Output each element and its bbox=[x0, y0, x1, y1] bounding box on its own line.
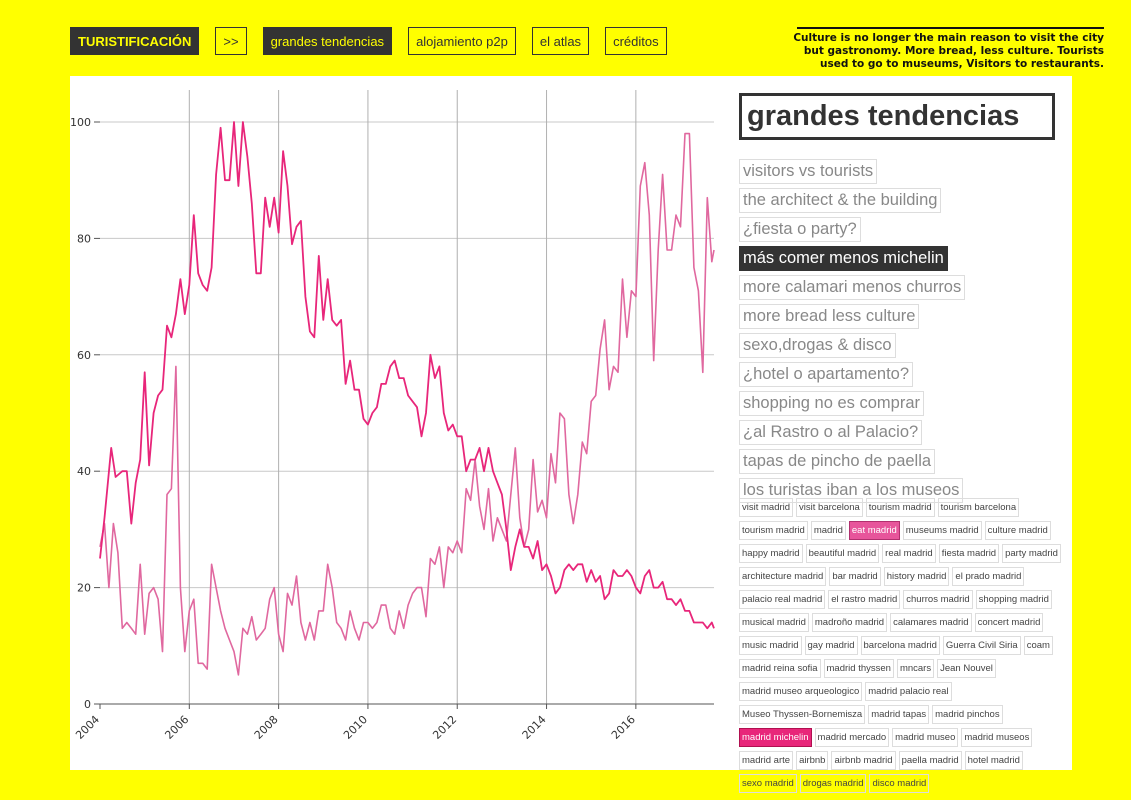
tag-item[interactable]: culture madrid bbox=[984, 521, 1051, 540]
main-panel: 0 20 40 60 80 100 2004 2006 2008 2010 2012 2014 2016… bbox=[70, 76, 1072, 793]
tag-item[interactable]: madrid mercado bbox=[814, 728, 890, 747]
brand-button[interactable]: TURISTIFICACIÓN bbox=[70, 27, 200, 55]
x-tick-label: 2016 bbox=[609, 713, 638, 742]
tag-cloud: visit madrid visit barcelona tourism madri… bbox=[739, 498, 1069, 793]
headline-quote: Culture is no longer the main reason to … bbox=[793, 32, 1104, 70]
topic-item[interactable]: the architect & the building bbox=[739, 188, 942, 213]
tag-item[interactable]: happy madrid bbox=[739, 544, 803, 563]
tag-item[interactable]: visit barcelona bbox=[796, 498, 863, 517]
topic-item[interactable]: visitors vs tourists bbox=[739, 159, 878, 184]
topic-item[interactable]: los turistas iban a los museos bbox=[739, 478, 964, 503]
tag-item[interactable]: madroño madrid bbox=[811, 613, 888, 632]
x-tick-label: 2010 bbox=[341, 713, 370, 742]
y-tick-label: 0 bbox=[84, 698, 91, 711]
tag-item[interactable]: tourism madrid bbox=[865, 498, 935, 517]
tag-item[interactable]: madrid bbox=[810, 521, 846, 540]
tag-item[interactable]: beautiful madrid bbox=[805, 544, 880, 563]
tag-item[interactable]: madrid palacio real bbox=[865, 682, 952, 701]
x-tick-label: 2012 bbox=[430, 713, 459, 742]
nav-creditos[interactable]: créditos bbox=[605, 27, 667, 55]
y-tick-label: 80 bbox=[77, 232, 91, 245]
nav-el-atlas[interactable]: el atlas bbox=[531, 27, 590, 55]
tag-item[interactable]: museums madrid bbox=[902, 521, 982, 540]
tag-item[interactable]: Guerra Civil Siria bbox=[942, 636, 1021, 655]
tag-item[interactable]: madrid museos bbox=[961, 728, 1033, 747]
topic-item[interactable]: ¿hotel o apartamento? bbox=[739, 362, 914, 387]
tag-item[interactable]: barcelona madrid bbox=[860, 636, 940, 655]
tag-item[interactable]: madrid thyssen bbox=[823, 659, 894, 678]
nav-grandes-tendencias[interactable]: grandes tendencias bbox=[262, 27, 393, 55]
topic-item[interactable]: ¿al Rastro o al Palacio? bbox=[739, 420, 923, 445]
tag-item[interactable]: musical madrid bbox=[739, 613, 809, 632]
tag-item[interactable]: el rastro madrid bbox=[828, 590, 901, 609]
tag-item[interactable]: madrid michelin bbox=[739, 728, 812, 747]
nav-alojamiento-p2p[interactable]: alojamiento p2p bbox=[408, 27, 516, 55]
quote-divider bbox=[797, 27, 1104, 29]
tag-item[interactable]: airbnb madrid bbox=[831, 751, 896, 770]
series-line-red bbox=[99, 121, 715, 630]
tag-item[interactable]: airbnb bbox=[796, 751, 829, 770]
tag-item[interactable]: coam bbox=[1023, 636, 1053, 655]
tag-item[interactable]: palacio real madrid bbox=[739, 590, 826, 609]
y-tick-label: 60 bbox=[77, 349, 91, 362]
y-tick-label: 40 bbox=[77, 465, 91, 478]
topic-item[interactable]: ¿fiesta o party? bbox=[739, 217, 861, 242]
tag-item[interactable]: Jean Nouvel bbox=[937, 659, 996, 678]
tag-item[interactable]: real madrid bbox=[882, 544, 936, 563]
tag-item[interactable]: shopping madrid bbox=[975, 590, 1052, 609]
tag-item[interactable]: Museo Thyssen-Bornemisza bbox=[739, 705, 866, 724]
tag-item[interactable]: bar madrid bbox=[829, 567, 881, 586]
tag-item[interactable]: mncars bbox=[896, 659, 935, 678]
section-title: grandes tendencias bbox=[739, 93, 1055, 140]
x-tick-label: 2006 bbox=[162, 713, 191, 742]
tag-item[interactable]: party madrid bbox=[1002, 544, 1061, 563]
top-nav: TURISTIFICACIÓN >> grandes tendencias al… bbox=[70, 27, 667, 55]
tag-item[interactable]: history madrid bbox=[883, 567, 950, 586]
topic-item[interactable]: more calamari menos churros bbox=[739, 275, 966, 300]
tag-item[interactable]: churros madrid bbox=[903, 590, 973, 609]
tag-item[interactable]: madrid reina sofia bbox=[739, 659, 821, 678]
series-line-pink bbox=[99, 132, 715, 676]
tag-item[interactable]: gay madrid bbox=[804, 636, 858, 655]
tag-item[interactable]: madrid museo arqueologico bbox=[739, 682, 863, 701]
tag-item[interactable]: el prado madrid bbox=[952, 567, 1025, 586]
tag-item[interactable]: madrid arte bbox=[739, 751, 794, 770]
tag-item[interactable]: disco madrid bbox=[869, 774, 930, 793]
tag-item[interactable]: madrid pinchos bbox=[932, 705, 1003, 724]
tag-item[interactable]: tourism barcelona bbox=[937, 498, 1020, 517]
topic-item[interactable]: shopping no es comprar bbox=[739, 391, 925, 416]
x-tick-label: 2008 bbox=[252, 713, 281, 742]
topic-item[interactable]: sexo,drogas & disco bbox=[739, 333, 896, 358]
topic-item[interactable]: más comer menos michelin bbox=[739, 246, 948, 271]
topic-list: visitors vs tourists the architect & the … bbox=[739, 159, 1069, 507]
tag-item[interactable]: music madrid bbox=[739, 636, 802, 655]
tag-item[interactable]: visit madrid bbox=[739, 498, 794, 517]
tag-item[interactable]: hotel madrid bbox=[964, 751, 1023, 770]
tag-item[interactable]: sexo madrid bbox=[739, 774, 797, 793]
tag-item[interactable]: eat madrid bbox=[848, 521, 900, 540]
trend-chart: 0 20 40 60 80 100 2004 2006 2008 2010 2012 2014 2016 bbox=[70, 90, 715, 742]
y-tick-label: 20 bbox=[77, 582, 91, 595]
tag-item[interactable]: drogas madrid bbox=[799, 774, 867, 793]
tag-item[interactable]: tourism madrid bbox=[739, 521, 808, 540]
next-arrow-button[interactable]: >> bbox=[215, 27, 247, 55]
topic-item[interactable]: more bread less culture bbox=[739, 304, 920, 329]
tag-item[interactable]: architecture madrid bbox=[739, 567, 827, 586]
y-tick-label: 100 bbox=[70, 116, 91, 129]
tag-item[interactable]: madrid museo bbox=[892, 728, 959, 747]
tag-item[interactable]: fiesta madrid bbox=[938, 544, 1000, 563]
tag-item[interactable]: madrid tapas bbox=[868, 705, 930, 724]
x-tick-label: 2014 bbox=[520, 713, 549, 742]
x-tick-label: 2004 bbox=[73, 713, 102, 742]
topic-item[interactable]: tapas de pincho de paella bbox=[739, 449, 936, 474]
tag-item[interactable]: paella madrid bbox=[898, 751, 962, 770]
tag-item[interactable]: calamares madrid bbox=[890, 613, 972, 632]
tag-item[interactable]: concert madrid bbox=[974, 613, 1044, 632]
